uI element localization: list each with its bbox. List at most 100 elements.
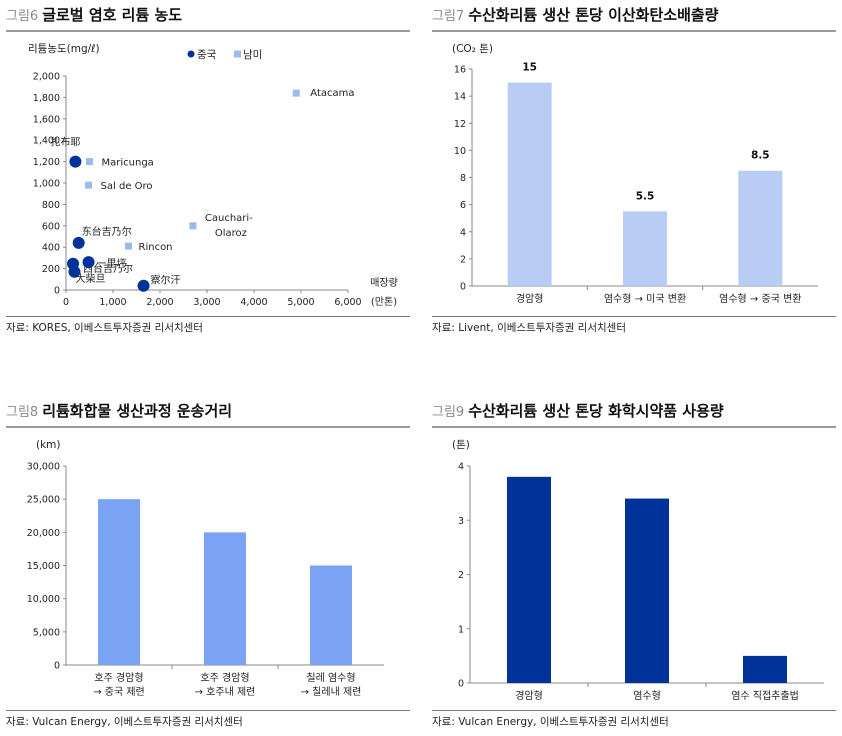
legend-marker-0 <box>187 50 195 58</box>
data-label: 15 <box>522 62 537 74</box>
data-point <box>125 242 133 250</box>
x-tick-label: 6,000 <box>334 297 361 308</box>
y-tick-label: 2 <box>458 570 464 581</box>
bar <box>310 565 352 665</box>
bar <box>623 211 667 286</box>
y-tick-label: 2,000 <box>33 72 60 83</box>
data-point <box>86 158 93 166</box>
source-rule <box>432 316 836 317</box>
y-tick-label: 0 <box>460 282 466 293</box>
figure-title: 수산화리튬 생산 톤당 화학시약품 사용량 <box>468 402 724 420</box>
y-tick-label: 4 <box>458 462 464 473</box>
x-tick-label: 3,000 <box>193 297 220 308</box>
bar-chart: (톤) 0 1 2 3 4 경암형 염수형 염수 직접추출법 <box>452 439 824 702</box>
y-tick-label: 4 <box>460 227 466 238</box>
figure-title: 수산화리튬 생산 톤당 이산화탄소배출량 <box>468 6 719 24</box>
y-tick-label: 1,600 <box>33 114 60 125</box>
point-label: 西台吉乃尔 <box>83 262 133 275</box>
y-tick-label: 12 <box>454 119 466 130</box>
data-point <box>72 236 85 249</box>
y-tick-label: 800 <box>42 200 60 211</box>
x-tick-label: 경암형 <box>516 292 544 305</box>
source-note: 자료: Vulcan Energy, 이베스트투자증권 리서치센터 <box>6 716 243 728</box>
x-tick-label: 칠레 염수형 <box>306 672 355 684</box>
x-tick-label: 염수형 → 미국 변환 <box>604 293 686 305</box>
source-rule <box>6 316 410 317</box>
x-tick-label: 호주 경암형 <box>94 671 143 684</box>
x-tick-label: 0 <box>63 297 69 308</box>
panel-title: 그림7 수산화리튬 생산 톤당 이산화탄소배출량 <box>432 4 718 26</box>
bar <box>204 532 246 665</box>
panel-fig9: 그림9 수산화리튬 생산 톤당 화학시약품 사용량 (톤) 0 1 2 3 4 경암형 염수형 염… <box>432 400 836 736</box>
bar-chart: (CO₂ 톤) 0 2 4 6 8 10 12 14 16 15 경암형 5.5 염수형 → 미국 변환 8… <box>452 43 818 305</box>
x-tick-label: 염수형 <box>633 690 661 702</box>
data-point <box>137 279 150 292</box>
data-label: 8.5 <box>751 150 770 162</box>
legend-marker-1 <box>234 50 241 58</box>
y-tick-label: 0 <box>54 661 60 672</box>
y-tick-label: 3 <box>458 516 464 527</box>
x-tick-label: → 호주내 제련 <box>195 686 256 698</box>
y-tick-label: 2 <box>460 254 466 265</box>
panel-fig7: 그림7 수산화리튬 생산 톤당 이산화탄소배출량 (CO₂ 톤) 0 2 4 6 8 10 12… <box>432 4 836 344</box>
y-tick-label: 6 <box>460 200 466 211</box>
title-rule <box>6 426 410 428</box>
bar <box>507 82 552 286</box>
point-label: Maricunga <box>102 158 154 169</box>
source-rule <box>432 710 836 711</box>
y-tick-label: 14 <box>454 92 466 103</box>
y-tick-label: 1,000 <box>33 179 60 190</box>
point-label: 一里坪 <box>97 257 127 270</box>
title-rule <box>6 30 410 32</box>
y-tick-label: 5,000 <box>33 627 60 638</box>
data-point <box>68 265 81 278</box>
panel-title: 그림6 글로벌 염호 리튬 농도 <box>6 4 182 26</box>
legend-label-0: 중국 <box>197 49 217 61</box>
y-tick-label: 0 <box>458 679 464 690</box>
figure-number: 그림6 <box>6 9 39 24</box>
y-tick-label: 1,200 <box>33 157 60 168</box>
figure-number: 그림8 <box>6 405 39 420</box>
panel-fig6: 그림6 글로벌 염호 리튬 농도 리튬농도(mg/ℓ) 0 200 400 600 800 1… <box>6 4 410 344</box>
data-point <box>189 222 197 230</box>
x-axis-label: 매장량 <box>370 277 398 289</box>
figure-number: 그림7 <box>432 9 465 24</box>
source-note: 자료: Vulcan Energy, 이베스트투자증권 리서치센터 <box>432 716 669 728</box>
figure-number: 그림9 <box>432 405 465 420</box>
point-label: Rincon <box>139 242 173 253</box>
source-note: 자료: Livent, 이베스트투자증권 리서치센터 <box>432 322 627 334</box>
x-axis-label-unit: (만톤) <box>371 296 397 308</box>
point-label: Cauchari- <box>205 213 253 224</box>
point-label: 大柴旦 <box>75 272 105 285</box>
y-axis-label: (CO₂ 톤) <box>452 43 493 55</box>
data-point <box>82 256 95 269</box>
y-tick-label: 10,000 <box>27 594 60 605</box>
data-point <box>292 89 300 97</box>
y-tick-label: 25,000 <box>27 495 60 506</box>
point-label: Sal de Oro <box>101 181 153 192</box>
y-axis-label: (km) <box>36 439 61 451</box>
x-tick-label: → 칠레내 제련 <box>301 686 362 698</box>
y-tick-label: 1,800 <box>33 93 60 104</box>
y-tick-label: 16 <box>454 65 466 76</box>
point-label: 察尔汗 <box>151 274 181 287</box>
bar <box>98 499 140 665</box>
y-tick-label: 15,000 <box>27 561 60 572</box>
y-tick-label: 1,400 <box>33 136 60 147</box>
point-label: Olaroz <box>215 228 247 239</box>
x-tick-label: 경암형 <box>515 689 543 702</box>
title-rule <box>432 426 836 428</box>
figure-title: 글로벌 염호 리튬 농도 <box>42 6 183 24</box>
y-tick-label: 200 <box>42 264 60 275</box>
y-axis-label: 리튬농도(mg/ℓ) <box>28 43 100 55</box>
y-tick-label: 1 <box>458 624 464 635</box>
point-label: 东台吉乃尔 <box>82 225 132 238</box>
bar <box>743 655 787 683</box>
bar <box>738 170 783 286</box>
y-tick-label: 400 <box>42 243 60 254</box>
data-point <box>69 155 82 168</box>
x-tick-label: 1,000 <box>99 297 126 308</box>
y-tick-label: 30,000 <box>27 462 60 473</box>
y-tick-label: 8 <box>460 173 466 184</box>
data-label: 5.5 <box>636 190 655 202</box>
